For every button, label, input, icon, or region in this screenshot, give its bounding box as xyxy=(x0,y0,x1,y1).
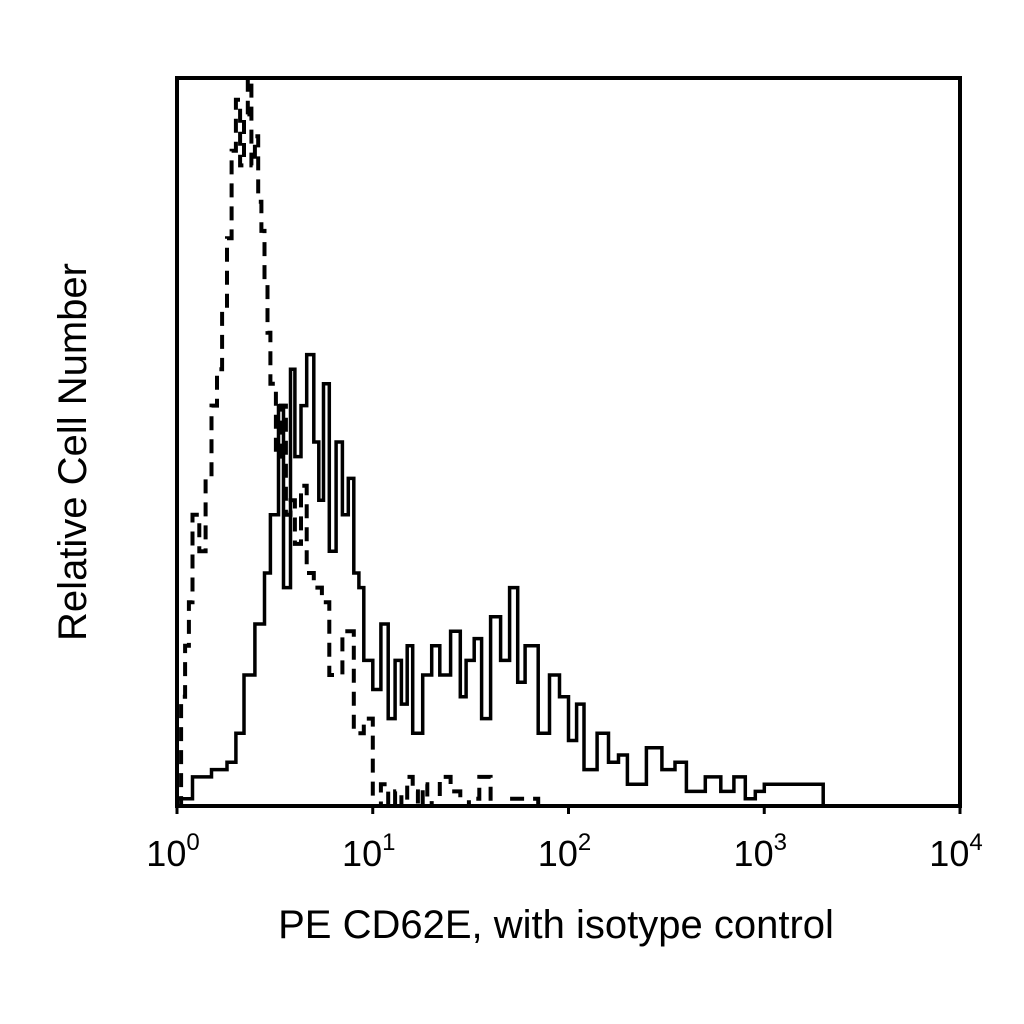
x-tick-label: 104 xyxy=(929,829,982,874)
x-axis-title: PE CD62E, with isotype control xyxy=(278,903,834,947)
pe-cd62e-series xyxy=(177,352,960,808)
series-group xyxy=(177,76,960,808)
x-tick-label: 102 xyxy=(538,829,591,874)
x-tick-labels: 100 101 102 103 104 xyxy=(146,806,983,874)
x-tick-label: 103 xyxy=(734,829,787,874)
y-axis-title: Relative Cell Number xyxy=(51,263,95,641)
x-tick-label: 101 xyxy=(342,829,395,874)
x-tick-label: 100 xyxy=(146,829,199,874)
